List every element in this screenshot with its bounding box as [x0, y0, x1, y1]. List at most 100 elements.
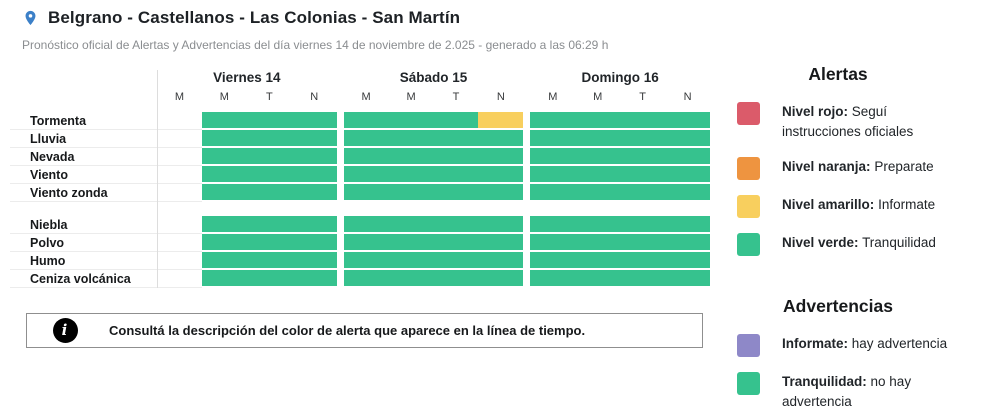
period-slot[interactable]	[246, 270, 292, 286]
period-slot[interactable]	[620, 130, 666, 146]
period-slot[interactable]	[157, 252, 202, 270]
period-slot[interactable]	[575, 130, 621, 146]
period-slot[interactable]	[665, 112, 711, 128]
period-slot[interactable]	[665, 234, 711, 250]
period-slot[interactable]	[157, 216, 202, 234]
period-slot[interactable]	[343, 148, 389, 164]
period-slot[interactable]	[201, 270, 247, 286]
period-slot[interactable]	[665, 270, 711, 286]
period-slot[interactable]	[478, 148, 524, 164]
period-slot[interactable]	[575, 234, 621, 250]
period-slot[interactable]	[530, 252, 576, 268]
period-slot[interactable]	[246, 216, 292, 232]
period-slot[interactable]	[478, 166, 524, 182]
period-slot[interactable]	[157, 270, 202, 288]
period-slot[interactable]	[246, 130, 292, 146]
period-slot[interactable]	[620, 166, 666, 182]
period-slot[interactable]	[201, 216, 247, 232]
period-slot[interactable]	[246, 234, 292, 250]
period-slot[interactable]	[343, 130, 389, 146]
period-slot[interactable]	[575, 166, 621, 182]
period-slot[interactable]	[291, 270, 337, 286]
period-slot[interactable]	[388, 270, 434, 286]
period-slot[interactable]	[665, 216, 711, 232]
period-slot[interactable]	[620, 184, 666, 200]
period-slot[interactable]	[157, 130, 202, 148]
period-slot[interactable]	[157, 166, 202, 184]
period-slot[interactable]	[291, 148, 337, 164]
period-slot[interactable]	[246, 166, 292, 182]
period-slot[interactable]	[478, 234, 524, 250]
period-slot[interactable]	[478, 252, 524, 268]
period-slot[interactable]	[433, 112, 479, 128]
period-slot[interactable]	[201, 130, 247, 146]
period-slot[interactable]	[433, 130, 479, 146]
period-slot[interactable]	[433, 252, 479, 268]
period-slot[interactable]	[343, 216, 389, 232]
period-slot[interactable]	[388, 216, 434, 232]
period-slot[interactable]	[246, 112, 292, 128]
period-slot[interactable]	[388, 112, 434, 128]
period-slot[interactable]	[530, 184, 576, 200]
period-slot[interactable]	[665, 148, 711, 164]
period-slot[interactable]	[157, 112, 202, 130]
period-slot[interactable]	[575, 270, 621, 286]
period-slot[interactable]	[433, 216, 479, 232]
period-slot[interactable]	[246, 148, 292, 164]
period-slot[interactable]	[388, 166, 434, 182]
period-slot[interactable]	[433, 166, 479, 182]
period-slot[interactable]	[343, 184, 389, 200]
period-slot[interactable]	[291, 112, 337, 128]
period-slot[interactable]	[157, 148, 202, 166]
period-slot[interactable]	[620, 234, 666, 250]
period-slot[interactable]	[575, 216, 621, 232]
period-slot[interactable]	[478, 216, 524, 232]
period-slot[interactable]	[530, 234, 576, 250]
period-slot[interactable]	[291, 184, 337, 200]
period-slot[interactable]	[343, 112, 389, 128]
period-slot[interactable]	[201, 148, 247, 164]
period-slot[interactable]	[388, 234, 434, 250]
period-slot[interactable]	[343, 270, 389, 286]
period-slot[interactable]	[388, 130, 434, 146]
period-slot[interactable]	[291, 130, 337, 146]
period-slot[interactable]	[575, 148, 621, 164]
period-slot[interactable]	[530, 166, 576, 182]
period-slot[interactable]	[620, 270, 666, 286]
period-slot[interactable]	[291, 166, 337, 182]
period-slot[interactable]	[478, 184, 524, 200]
period-slot[interactable]	[433, 184, 479, 200]
period-slot[interactable]	[478, 112, 524, 128]
period-slot[interactable]	[530, 130, 576, 146]
period-slot[interactable]	[246, 184, 292, 200]
period-slot[interactable]	[201, 234, 247, 250]
period-slot[interactable]	[620, 148, 666, 164]
period-slot[interactable]	[201, 252, 247, 268]
period-slot[interactable]	[620, 252, 666, 268]
period-slot[interactable]	[665, 252, 711, 268]
period-slot[interactable]	[201, 166, 247, 182]
period-slot[interactable]	[433, 234, 479, 250]
period-slot[interactable]	[665, 130, 711, 146]
period-slot[interactable]	[665, 184, 711, 200]
period-slot[interactable]	[157, 234, 202, 252]
period-slot[interactable]	[388, 184, 434, 200]
period-slot[interactable]	[291, 252, 337, 268]
period-slot[interactable]	[246, 252, 292, 268]
period-slot[interactable]	[433, 270, 479, 286]
period-slot[interactable]	[575, 184, 621, 200]
period-slot[interactable]	[478, 270, 524, 286]
period-slot[interactable]	[433, 148, 479, 164]
period-slot[interactable]	[530, 216, 576, 232]
period-slot[interactable]	[343, 252, 389, 268]
period-slot[interactable]	[201, 184, 247, 200]
period-slot[interactable]	[530, 270, 576, 286]
period-slot[interactable]	[665, 166, 711, 182]
period-slot[interactable]	[343, 166, 389, 182]
period-slot[interactable]	[478, 130, 524, 146]
period-slot[interactable]	[388, 252, 434, 268]
period-slot[interactable]	[575, 252, 621, 268]
period-slot[interactable]	[530, 148, 576, 164]
period-slot[interactable]	[201, 112, 247, 128]
period-slot[interactable]	[575, 112, 621, 128]
